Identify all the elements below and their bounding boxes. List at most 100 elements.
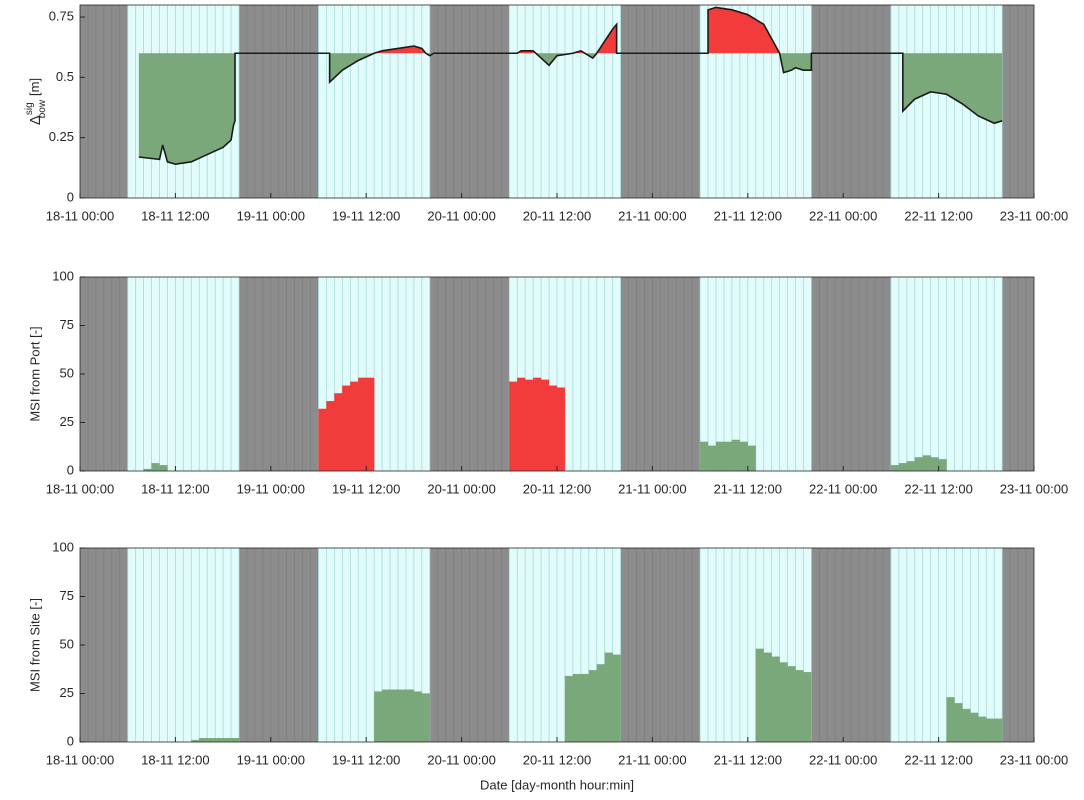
bar: [930, 457, 939, 472]
bar: [970, 712, 979, 743]
bar: [978, 716, 987, 743]
bar: [421, 693, 430, 743]
bar: [946, 697, 955, 743]
y-tick-label: 50: [60, 636, 74, 651]
x-tick-label: 20-11 12:00: [523, 752, 591, 767]
x-tick-label: 21-11 00:00: [618, 752, 686, 767]
x-tick-label: 19-11 12:00: [332, 481, 400, 496]
bar: [548, 385, 558, 472]
bar: [763, 652, 772, 743]
bar: [517, 377, 526, 472]
area-below-reference: [138, 53, 1003, 165]
bar: [334, 393, 343, 472]
bar: [914, 457, 923, 472]
x-tick-label: 21-11 12:00: [714, 481, 782, 496]
x-tick-label: 19-11 12:00: [332, 752, 400, 767]
y-axis-label: MSI from Port [-]: [27, 326, 42, 421]
bar: [151, 463, 160, 472]
bar: [556, 387, 566, 472]
y-label-sup: sig: [24, 102, 35, 115]
x-tick-label: 19-11 00:00: [237, 481, 305, 496]
bar: [540, 379, 550, 472]
x-tick-label: 23-11 00:00: [1000, 752, 1068, 767]
bar: [755, 648, 764, 743]
y-tick-label: 0: [67, 462, 74, 477]
y-axis-label: MSI from Site [-]: [27, 598, 42, 692]
bar: [723, 441, 733, 472]
bar: [350, 381, 359, 472]
bar: [199, 737, 208, 743]
x-tick-label: 18-11 00:00: [46, 752, 114, 767]
y-tick-label: 0.5: [56, 69, 74, 84]
bar: [381, 689, 391, 743]
bar: [533, 377, 542, 472]
x-tick-label: 23-11 00:00: [1000, 208, 1068, 223]
bar: [962, 708, 971, 743]
x-tick-label: 22-11 12:00: [904, 481, 972, 496]
y-tick-label: 25: [60, 414, 74, 429]
x-tick-label: 19-11 00:00: [237, 752, 305, 767]
bar: [890, 465, 900, 472]
y-label-unit: [m]: [27, 78, 42, 96]
bar: [397, 689, 407, 743]
bar: [342, 385, 351, 472]
panel: 0 25 50 75 100 18-11 00:00 18-11 12:00 19-11 00…: [27, 268, 1068, 496]
bar: [994, 718, 1003, 743]
bar: [922, 455, 931, 472]
x-tick-label: 22-11 00:00: [809, 752, 877, 767]
y-tick-label: 100: [52, 539, 74, 554]
bar: [707, 445, 717, 472]
bar: [986, 718, 995, 743]
x-axis-label: Date [day-month hour:min]: [480, 777, 634, 792]
bar: [366, 377, 375, 472]
bar: [207, 737, 216, 743]
x-tick-label: 18-11 00:00: [46, 208, 114, 223]
x-tick-label: 19-11 00:00: [237, 208, 305, 223]
y-tick-label: 0: [67, 189, 74, 204]
bar: [898, 463, 907, 472]
y-tick-label: 100: [52, 268, 74, 283]
bar: [405, 689, 415, 743]
y-tick-label: 0.75: [49, 9, 74, 24]
bar: [795, 670, 804, 743]
bar: [596, 664, 605, 743]
panel: 0 25 50 75 100 18-11 00:00 18-11 12:00 19-11 00…: [27, 539, 1068, 792]
x-tick-label: 22-11 00:00: [809, 208, 877, 223]
x-tick-label: 18-11 00:00: [46, 481, 114, 496]
y-tick-label: 0: [67, 733, 74, 748]
bar: [715, 441, 725, 472]
y-axis-label: Δsig bow [m]: [24, 78, 48, 125]
x-tick-label: 22-11 00:00: [809, 481, 877, 496]
y-label-sub: bow: [37, 99, 48, 118]
bar: [739, 441, 748, 472]
x-tick-label: 18-11 12:00: [141, 208, 209, 223]
panel: 0 0.25 0.5 0.75 18-11 00:00 18-11 12:00 19-11 …: [24, 4, 1068, 223]
bar: [771, 656, 780, 743]
bar: [954, 703, 963, 743]
y-tick-label: 25: [60, 685, 74, 700]
line: [138, 6, 1003, 166]
bar: [525, 379, 534, 472]
x-tick-label: 21-11 00:00: [618, 208, 686, 223]
bar: [214, 737, 224, 743]
bar: [938, 459, 947, 472]
x-tick-label: 20-11 00:00: [427, 208, 495, 223]
bar: [779, 662, 788, 743]
bar: [612, 654, 621, 743]
x-tick-label: 19-11 12:00: [332, 208, 400, 223]
bar: [159, 465, 168, 472]
bar: [413, 691, 422, 743]
x-tick-label: 21-11 12:00: [714, 752, 782, 767]
x-tick-label: 23-11 00:00: [1000, 481, 1068, 496]
x-tick-label: 18-11 12:00: [141, 752, 209, 767]
bar: [588, 670, 597, 743]
x-tick-label: 20-11 12:00: [523, 481, 591, 496]
y-label-symbol: Δ: [27, 115, 44, 125]
x-tick-label: 22-11 12:00: [904, 208, 972, 223]
bar: [389, 689, 399, 743]
y-tick-label: 0.25: [49, 129, 74, 144]
bar: [564, 675, 574, 743]
bar: [318, 408, 327, 472]
x-tick-label: 18-11 12:00: [141, 481, 209, 496]
